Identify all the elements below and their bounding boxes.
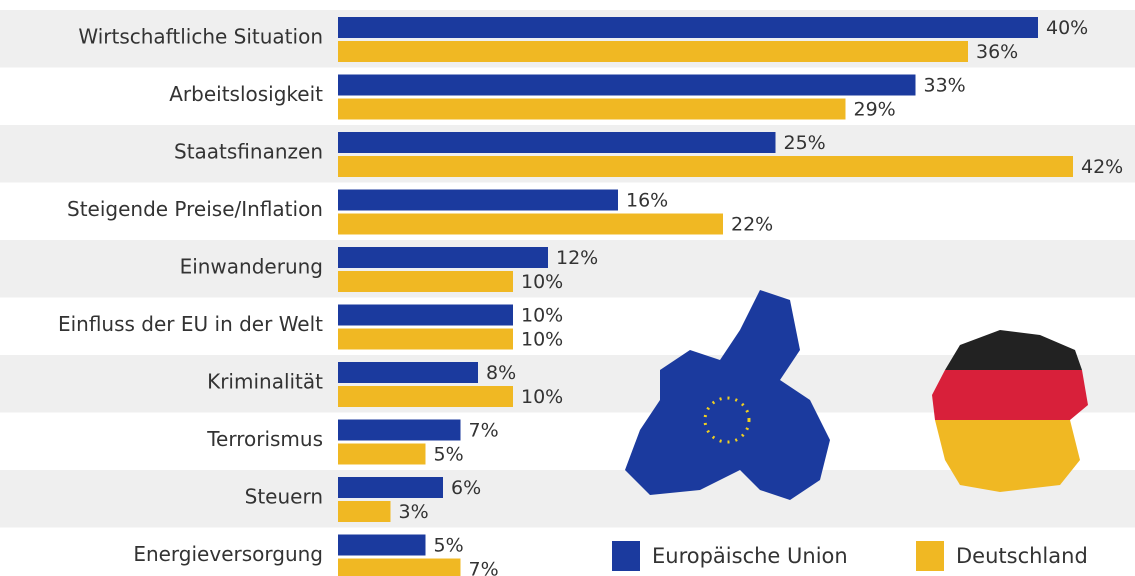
category-label: Einfluss der EU in der Welt [58, 312, 323, 336]
value-label: 8% [486, 362, 516, 384]
value-label: 10% [521, 329, 563, 351]
value-label: 36% [976, 41, 1018, 63]
de-red [932, 370, 1088, 420]
bar [338, 362, 478, 383]
bar [338, 419, 461, 441]
bar [338, 41, 968, 62]
bar [338, 477, 443, 498]
de-gold [935, 420, 1080, 492]
value-label: 7% [469, 420, 499, 442]
eu-map [625, 290, 830, 500]
de-black [945, 330, 1082, 370]
category-label: Steuern [245, 485, 323, 509]
category-label: Terrorismus [206, 427, 323, 451]
legend-swatch [916, 541, 944, 571]
row-band [0, 470, 1135, 528]
bar [338, 213, 723, 235]
value-label: 3% [399, 501, 429, 523]
category-label: Staatsfinanzen [174, 140, 323, 164]
value-label: 5% [434, 444, 464, 466]
row-band [0, 240, 1135, 298]
value-label: 10% [521, 386, 563, 408]
value-label: 5% [434, 535, 464, 557]
value-label: 16% [626, 190, 668, 212]
value-label: 6% [451, 477, 481, 499]
bar [338, 501, 391, 522]
bar [338, 189, 618, 211]
legend: Europäische Union Deutschland [612, 541, 1088, 571]
row-bands [0, 10, 1135, 528]
legend-label: Europäische Union [652, 544, 848, 568]
value-label: 7% [469, 559, 499, 576]
bar [338, 443, 426, 465]
bar [338, 328, 513, 350]
bar [338, 271, 513, 292]
bar [338, 132, 776, 153]
value-label: 33% [924, 75, 966, 97]
eu-stars [703, 396, 751, 444]
bar [338, 247, 548, 268]
category-label: Wirtschaftliche Situation [78, 25, 323, 49]
bar [338, 17, 1038, 38]
bar [338, 558, 461, 576]
value-label: 29% [854, 99, 896, 121]
value-label: 40% [1046, 17, 1088, 39]
bar [338, 98, 846, 120]
bar [338, 156, 1073, 177]
decoration [625, 290, 1088, 500]
category-label: Kriminalität [207, 370, 323, 394]
value-label: 22% [731, 214, 773, 236]
bar [338, 386, 513, 407]
value-label: 12% [556, 247, 598, 269]
bar [338, 304, 513, 326]
category-label: Arbeitslosigkeit [169, 82, 323, 106]
category-label: Steigende Preise/Inflation [67, 197, 323, 221]
value-label: 42% [1081, 156, 1123, 178]
value-label: 10% [521, 305, 563, 327]
plot: Wirtschaftliche Situation 40% 36% Arbeitslo… [58, 17, 1123, 576]
bar [338, 74, 916, 96]
legend-label: Deutschland [956, 544, 1088, 568]
category-label: Einwanderung [180, 255, 323, 279]
value-label: 10% [521, 271, 563, 293]
value-label: 25% [784, 132, 826, 154]
legend-swatch [612, 541, 640, 571]
category-label: Energieversorgung [133, 542, 323, 566]
bar [338, 534, 426, 556]
